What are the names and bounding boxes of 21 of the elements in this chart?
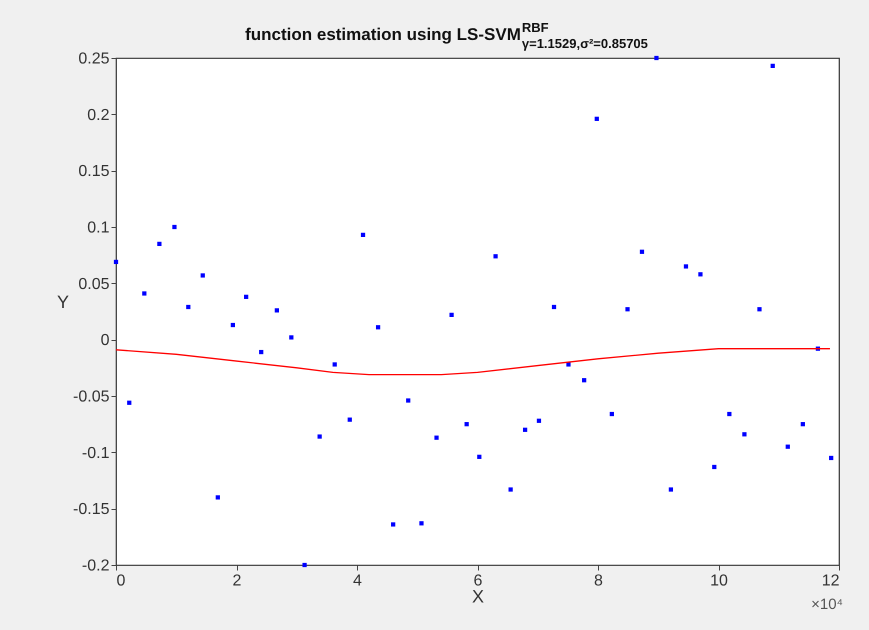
x-tick-label: 6 xyxy=(474,572,483,590)
text: ×10⁴ xyxy=(811,596,843,613)
y-tick-label: 0.2 xyxy=(87,106,110,124)
x-tick-label: 4 xyxy=(353,572,362,590)
x-tick-label: 12 xyxy=(822,572,840,590)
y-tick-label: 0.05 xyxy=(78,276,110,293)
line-series xyxy=(115,348,831,376)
x-tick-label: 0 xyxy=(116,572,126,590)
y-tick-label: -0.05 xyxy=(73,388,110,406)
y-tick-label: 0.25 xyxy=(78,50,110,68)
x-axis-title: X xyxy=(472,586,484,606)
y-tick-label: 0.1 xyxy=(87,220,110,236)
y-tick-label: -0.2 xyxy=(82,558,110,574)
y-axis-title: Y xyxy=(57,292,70,312)
y-tick-label: -0.15 xyxy=(73,501,110,518)
y-tick-label: 0 xyxy=(100,332,110,350)
y-tick-label: 0.15 xyxy=(78,163,110,180)
y-tick-label: -0.1 xyxy=(82,444,110,462)
x-tick-label: 2 xyxy=(232,572,242,590)
x-tick-label: 10 xyxy=(710,572,728,590)
x-tick-label: 8 xyxy=(594,572,604,590)
